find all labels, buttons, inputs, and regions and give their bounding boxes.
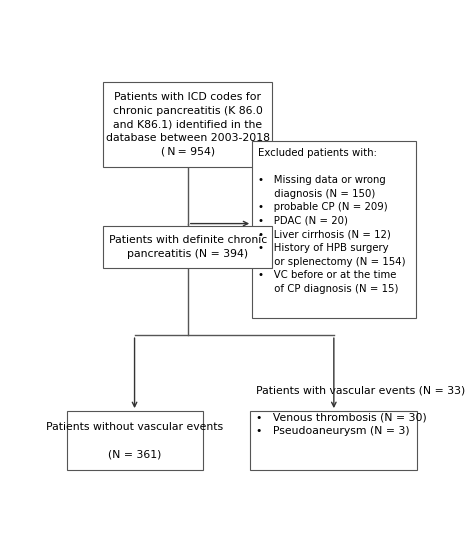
FancyBboxPatch shape bbox=[250, 411, 418, 470]
FancyBboxPatch shape bbox=[103, 83, 272, 167]
Text: Excluded patients with:

•   Missing data or wrong
     diagnosis (N = 150)
•   : Excluded patients with: • Missing data o… bbox=[258, 148, 405, 294]
FancyBboxPatch shape bbox=[103, 226, 272, 268]
Text: Patients with ICD codes for
chronic pancreatitis (K 86.0
and K86.1) identified i: Patients with ICD codes for chronic panc… bbox=[106, 92, 270, 157]
Text: Patients with definite chronic
pancreatitis (N = 394): Patients with definite chronic pancreati… bbox=[109, 235, 267, 259]
Text: Patients without vascular events

(N = 361): Patients without vascular events (N = 36… bbox=[46, 422, 223, 459]
Text: Patients with vascular events (N = 33)

•   Venous thrombosis (N = 30)
•   Pseud: Patients with vascular events (N = 33) •… bbox=[256, 386, 465, 437]
FancyBboxPatch shape bbox=[252, 142, 416, 318]
FancyBboxPatch shape bbox=[66, 411, 202, 470]
